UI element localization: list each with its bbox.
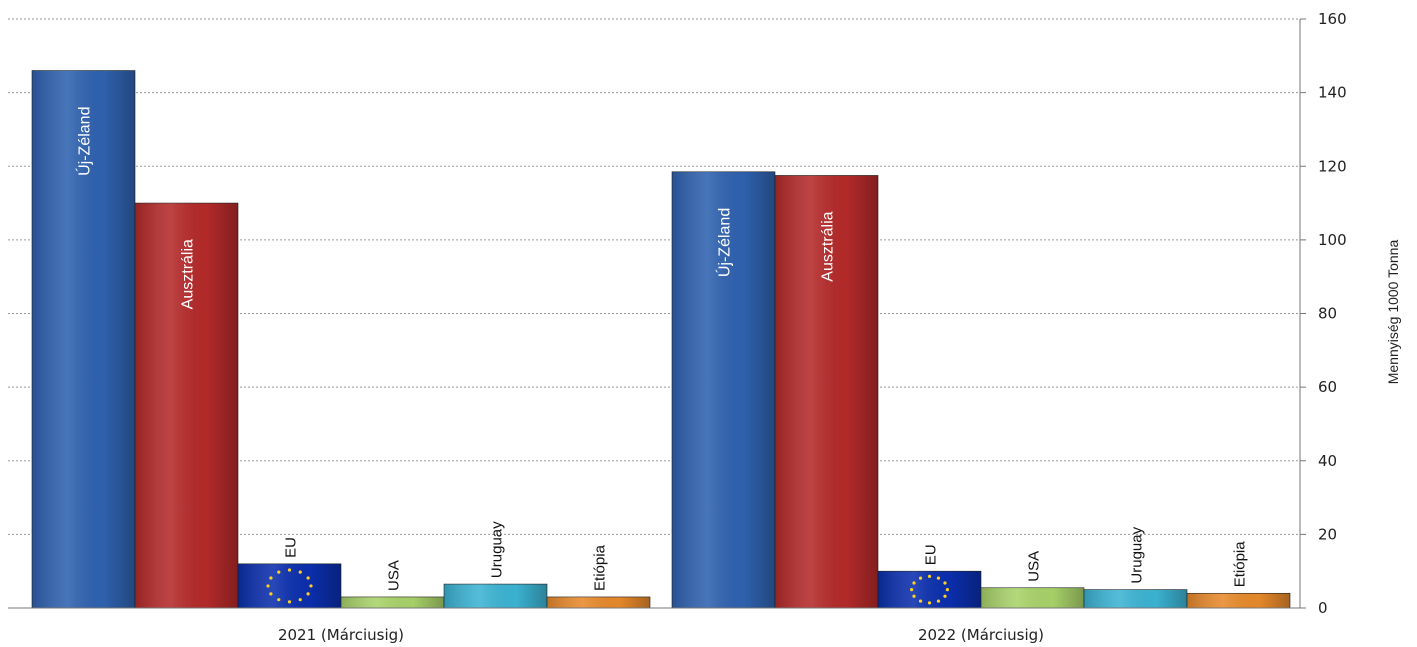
eu-star (306, 576, 310, 580)
y-tick-label: 80 (1318, 305, 1337, 323)
bar-label: Ausztrália (180, 239, 197, 309)
x-category-label: 2022 (Márciusig) (918, 626, 1044, 644)
eu-star (298, 598, 302, 602)
eu-star (287, 600, 292, 604)
eu-star (943, 581, 947, 585)
eu-star (910, 587, 914, 592)
bar-shading (1084, 589, 1187, 608)
eu-star (277, 598, 281, 602)
bar-shading (1187, 593, 1290, 608)
y-tick-label: 100 (1318, 231, 1347, 249)
eu-star (266, 584, 270, 588)
eu-star (943, 594, 947, 598)
bar-label: Etiópia (592, 544, 609, 591)
bar-shading (32, 70, 135, 609)
bar-label: Új-Zéland (715, 208, 734, 277)
y-tick-label: 160 (1318, 10, 1347, 28)
eu-star (936, 599, 941, 603)
bar-label: Uruguay (1129, 526, 1146, 583)
bar-label: Etiópia (1232, 541, 1249, 588)
bar-label: EU (283, 537, 300, 558)
eu-star (918, 576, 923, 580)
bar-label: USA (386, 560, 403, 591)
bar-label: Uruguay (489, 521, 506, 578)
y-axis: 0 20 40 60 80 100 120 140 160 (8, 10, 1347, 617)
bar-shading (672, 171, 775, 608)
y-tick-label: 20 (1318, 525, 1337, 543)
gridlines (8, 18, 1300, 535)
bar-label: USA (1026, 551, 1043, 582)
eu-star (912, 581, 916, 585)
bars (31, 70, 1291, 609)
y-tick-label: 40 (1318, 452, 1337, 470)
bar-label: EU (923, 544, 940, 565)
x-category-label: 2021 (Márciusig) (278, 626, 404, 644)
eu-star (309, 584, 313, 588)
bar-label: Ausztrália (820, 211, 837, 281)
bar-shading (775, 175, 878, 608)
eu-star (945, 587, 949, 592)
eu-star (936, 576, 941, 580)
eu-star (277, 570, 281, 574)
bar-labels: Új-Zéland Ausztrália EU USA Uruguay Etiópia Új… (75, 107, 1249, 591)
eu-star (269, 592, 273, 596)
y-tick-label: 140 (1318, 84, 1347, 102)
bar-shading (547, 596, 650, 608)
x-axis-categories: 2021 (Márciusig) 2022 (Márciusig) (278, 626, 1044, 644)
eu-star (918, 599, 923, 603)
eu-star (298, 570, 302, 574)
eu-star (927, 574, 932, 578)
y-tick-label: 60 (1318, 378, 1337, 396)
bar-shading (444, 584, 547, 608)
bar-label: Új-Zéland (75, 107, 94, 176)
y-tick-label: 120 (1318, 157, 1347, 175)
eu-star (287, 568, 292, 572)
y-axis-title: Mennyiség 1000 Tonna (1385, 240, 1401, 385)
bar-shading (135, 203, 238, 608)
eu-star (912, 594, 916, 598)
bar-shading (341, 596, 444, 608)
bar-shading (981, 587, 1084, 608)
eu-star (269, 576, 273, 580)
y-tick-label: 0 (1318, 599, 1328, 617)
eu-star (306, 592, 310, 596)
eu-star (927, 601, 932, 605)
